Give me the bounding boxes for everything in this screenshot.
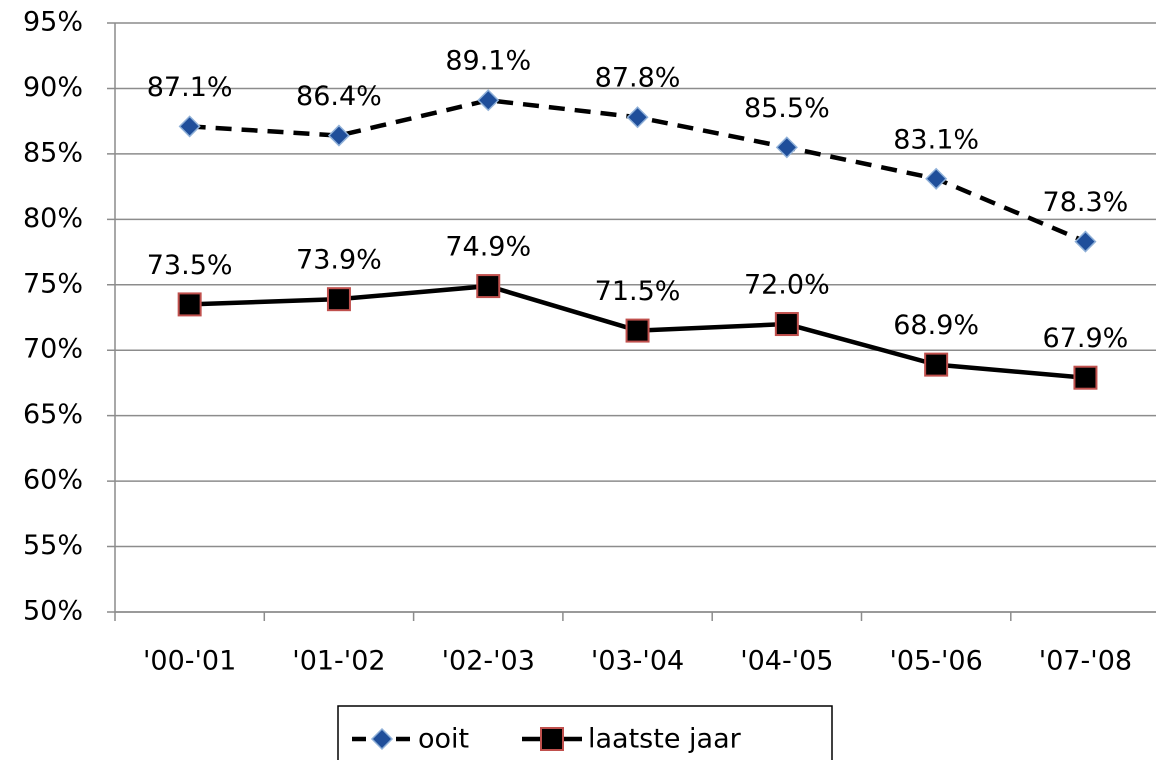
data-point: [775, 136, 798, 159]
y-tick-label: 90%: [23, 72, 83, 103]
x-tick-label: '00-'01: [143, 646, 236, 677]
data-label: 73.5%: [147, 250, 233, 281]
data-point: [476, 274, 501, 299]
data-point: [327, 124, 351, 147]
data-label: 74.9%: [445, 232, 531, 263]
data-label: 71.5%: [595, 276, 681, 307]
legend-label: ooit: [418, 724, 469, 755]
data-point: [1073, 365, 1098, 390]
data-point: [625, 318, 650, 343]
y-tick-label: 95%: [23, 7, 83, 38]
data-label: 83.1%: [893, 124, 979, 155]
data-label: 67.9%: [1043, 323, 1129, 354]
y-tick-label: 80%: [23, 203, 83, 234]
data-label: 73.9%: [296, 245, 382, 276]
data-label: 78.3%: [1043, 187, 1129, 218]
x-tick-label: '02-'03: [442, 646, 535, 677]
y-tick-label: 75%: [23, 268, 83, 299]
y-tick-label: 65%: [23, 399, 83, 430]
data-point: [924, 352, 949, 377]
x-tick-label: '04-'05: [740, 646, 833, 677]
y-tick-label: 85%: [23, 137, 83, 168]
legend-marker: [370, 727, 394, 751]
data-point: [477, 89, 500, 112]
x-tick-label: '07-'08: [1039, 646, 1132, 677]
y-tick-label: 55%: [23, 530, 83, 561]
data-point: [326, 287, 351, 312]
x-tick-label: '03-'04: [591, 646, 684, 677]
data-point: [178, 115, 201, 138]
legend-box: [337, 705, 833, 760]
y-tick-label: 50%: [23, 596, 83, 627]
data-point: [177, 292, 202, 317]
data-label: 89.1%: [445, 46, 531, 77]
y-tick-label: 70%: [23, 334, 83, 365]
data-point: [1074, 230, 1097, 253]
data-label: 87.1%: [147, 72, 233, 103]
x-tick-label: '01-'02: [292, 646, 385, 677]
legend-label: laatste jaar: [588, 724, 742, 755]
data-point: [774, 312, 799, 337]
y-tick-label: 60%: [23, 465, 83, 496]
data-label: 85.5%: [744, 93, 830, 124]
data-point: [626, 106, 649, 129]
data-label: 87.8%: [595, 63, 681, 94]
data-label: 68.9%: [893, 310, 979, 341]
data-point: [925, 167, 948, 190]
data-label: 72.0%: [744, 270, 830, 301]
x-tick-label: '05-'06: [889, 646, 982, 677]
legend-marker: [540, 727, 564, 751]
data-label: 86.4%: [296, 81, 382, 112]
